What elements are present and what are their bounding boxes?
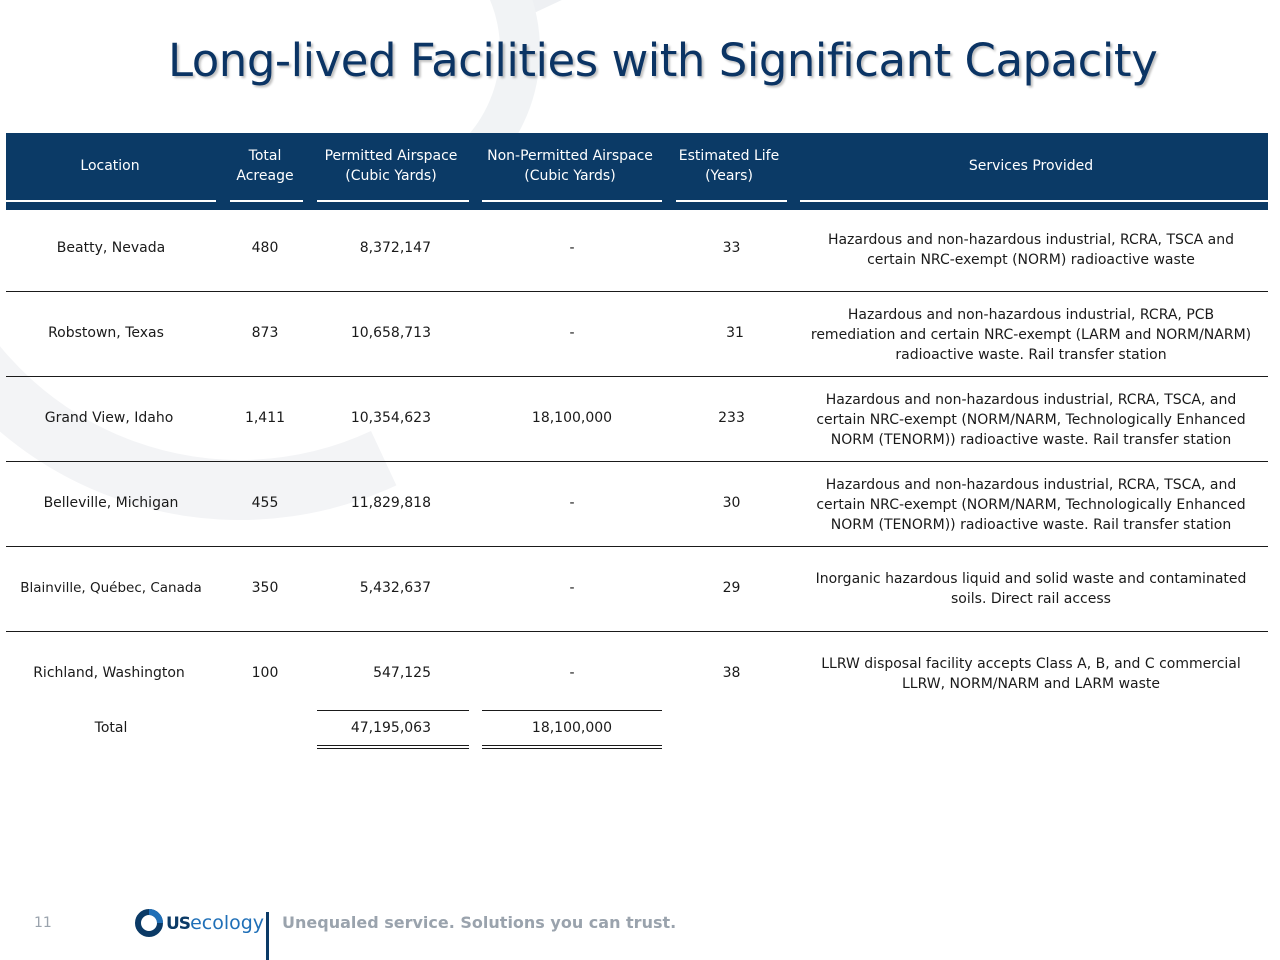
cell-permitted: 8,372,147 <box>359 240 431 256</box>
cell-permitted: 10,658,713 <box>350 325 431 341</box>
services-line: Hazardous and non-hazardous industrial, … <box>825 477 1237 493</box>
services-line: certain NRC-exempt (NORM/NARM, Technolog… <box>816 497 1246 513</box>
cell-life: 233 <box>718 410 745 426</box>
cell-nonpermitted: 18,100,000 <box>531 410 613 426</box>
logo-wordmark: USecology <box>166 912 264 934</box>
services-line: certain NRC-exempt (NORM) radioactive wa… <box>867 252 1195 268</box>
cell-life: 33 <box>722 240 741 256</box>
cell-nonpermitted: - <box>569 665 575 681</box>
header-nonpermitted: Non-Permitted Airspace (Cubic Yards) <box>480 146 660 186</box>
cell-services: Hazardous and non-hazardous industrial, … <box>800 390 1262 450</box>
total-topline-permitted <box>317 710 469 711</box>
cell-services: Inorganic hazardous liquid and solid was… <box>800 569 1262 609</box>
services-line: NORM (TENORM)) radioactive waste. Rail t… <box>830 432 1232 448</box>
services-line: Inorganic hazardous liquid and solid was… <box>815 571 1247 587</box>
cell-life: 38 <box>722 665 741 681</box>
cell-location: Beatty, Nevada <box>56 240 166 256</box>
header-acreage-line1: Total <box>248 148 282 164</box>
cell-acreage: 100 <box>251 665 279 681</box>
services-line: Hazardous and non-hazardous industrial, … <box>825 392 1237 408</box>
header-underline-nonpermitted <box>482 200 662 202</box>
table-header-band <box>6 133 1268 210</box>
row-divider <box>6 376 1268 377</box>
header-acreage: Total Acreage <box>225 146 305 186</box>
cell-acreage: 350 <box>251 580 279 596</box>
header-location: Location <box>80 158 140 174</box>
row-divider <box>6 461 1268 462</box>
services-line: radioactive waste. Rail transfer station <box>895 347 1167 363</box>
cell-nonpermitted: - <box>569 580 575 596</box>
header-services: Services Provided <box>968 158 1094 174</box>
header-permitted: Permitted Airspace (Cubic Yards) <box>312 146 470 186</box>
total-doubleline-permitted-1 <box>317 745 469 746</box>
cell-nonpermitted: - <box>569 325 575 341</box>
services-line: certain NRC-exempt (NORM/NARM, Technolog… <box>816 412 1246 428</box>
logo-ring-icon <box>135 909 163 937</box>
cell-services: LLRW disposal facility accepts Class A, … <box>800 654 1262 694</box>
row-divider <box>6 631 1268 632</box>
cell-location: Richland, Washington <box>33 665 185 681</box>
header-underline-location <box>6 200 216 202</box>
services-line: Hazardous and non-hazardous industrial, … <box>827 232 1235 248</box>
cell-services: Hazardous and non-hazardous industrial, … <box>800 305 1262 365</box>
cell-acreage: 873 <box>251 325 279 341</box>
total-permitted: 47,195,063 <box>350 720 431 736</box>
header-underline-permitted <box>317 200 469 202</box>
total-label: Total <box>94 720 128 736</box>
cell-permitted: 5,432,637 <box>359 580 431 596</box>
footer-tagline: Unequaled service. Solutions you can tru… <box>282 913 677 932</box>
cell-location: Grand View, Idaho <box>44 410 174 426</box>
services-line: NORM (TENORM)) radioactive waste. Rail t… <box>830 517 1232 533</box>
services-line: Hazardous and non-hazardous industrial, … <box>847 307 1215 323</box>
header-underline-acreage <box>230 200 303 202</box>
cell-acreage: 455 <box>251 495 279 511</box>
row-divider <box>6 546 1268 547</box>
header-nonpermitted-line1: Non-Permitted Airspace <box>487 148 653 164</box>
cell-acreage: 480 <box>251 240 279 256</box>
total-nonpermitted: 18,100,000 <box>531 720 613 736</box>
cell-services: Hazardous and non-hazardous industrial, … <box>800 230 1262 270</box>
cell-permitted: 10,354,623 <box>350 410 431 426</box>
cell-nonpermitted: - <box>569 240 575 256</box>
services-line: remediation and certain NRC-exempt (LARM… <box>810 327 1252 343</box>
header-permitted-line2: (Cubic Yards) <box>345 168 437 184</box>
cell-location: Belleville, Michigan <box>43 495 179 511</box>
total-doubleline-nonpermitted-1 <box>482 745 662 746</box>
cell-life: 29 <box>722 580 741 596</box>
header-permitted-line1: Permitted Airspace <box>324 148 458 164</box>
us-ecology-logo: USecology <box>134 904 264 944</box>
services-line: LLRW, NORM/NARM and LARM waste <box>902 676 1160 692</box>
total-doubleline-nonpermitted-2 <box>482 748 662 749</box>
cell-permitted: 547,125 <box>373 665 431 681</box>
header-life: Estimated Life (Years) <box>670 146 788 186</box>
cell-services: Hazardous and non-hazardous industrial, … <box>800 475 1262 535</box>
services-line: soils. Direct rail access <box>951 591 1111 607</box>
header-underline-life <box>676 200 787 202</box>
row-divider <box>6 291 1268 292</box>
footer-divider <box>266 912 269 960</box>
cell-life: 31 <box>726 325 744 341</box>
header-life-line2: (Years) <box>705 168 753 184</box>
cell-nonpermitted: - <box>569 495 575 511</box>
services-line: LLRW disposal facility accepts Class A, … <box>821 656 1241 672</box>
page-title: Long-lived Facilities with Significant C… <box>168 34 1158 87</box>
total-topline-nonpermitted <box>482 710 662 711</box>
page-number: 11 <box>34 915 52 931</box>
cell-acreage: 1,411 <box>244 410 286 426</box>
cell-permitted: 11,829,818 <box>350 495 431 511</box>
header-life-line1: Estimated Life <box>678 148 780 164</box>
logo-us: US <box>166 914 191 934</box>
total-doubleline-permitted-2 <box>317 748 469 749</box>
cell-location: Blainville, Québec, Canada <box>20 580 202 596</box>
header-underline-services <box>800 200 1268 202</box>
header-nonpermitted-line2: (Cubic Yards) <box>524 168 616 184</box>
header-acreage-line2: Acreage <box>236 168 294 184</box>
logo-ecology: ecology <box>190 912 265 934</box>
cell-location: Robstown, Texas <box>48 325 164 341</box>
cell-life: 30 <box>722 495 741 511</box>
